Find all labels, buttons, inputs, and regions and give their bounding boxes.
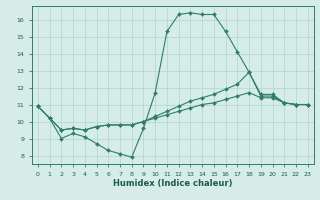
X-axis label: Humidex (Indice chaleur): Humidex (Indice chaleur) (113, 179, 233, 188)
